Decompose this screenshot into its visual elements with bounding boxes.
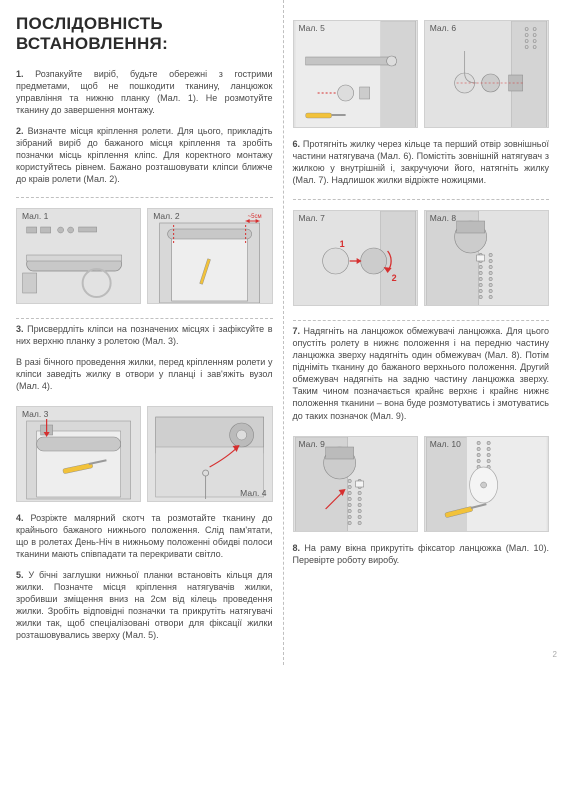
figure-1: Мал. 1: [16, 208, 141, 304]
figure-10: Мал. 10: [424, 436, 549, 532]
figure-7-box: 1 2: [293, 210, 418, 306]
figure-1-label: Мал. 1: [22, 211, 48, 221]
figure-2: Мал. 2: [147, 208, 272, 304]
h-divider: [16, 197, 273, 198]
step-7-num: 7.: [293, 326, 301, 336]
step-4-text: Розріжте малярний скотч та розмотайте тк…: [16, 513, 273, 559]
step-1: 1. Розпакуйте виріб, будьте обережні з г…: [16, 68, 273, 117]
step-6: 6. Протягніть жилку через кільце та перш…: [293, 138, 550, 187]
figure-8: Мал. 8: [424, 210, 549, 306]
step-1-num: 1.: [16, 69, 24, 79]
step-5-num: 5.: [16, 570, 24, 580]
step-8: 8. На раму вікна прикрутіть фіксатор лан…: [293, 542, 550, 566]
fig-row-9-10: Мал. 9: [293, 436, 550, 532]
step-3-num: 3.: [16, 324, 24, 334]
fig-row-3-4: Мал. 3: [16, 406, 273, 502]
figure-2-box: ~5см: [147, 208, 272, 304]
right-column: Мал. 5: [283, 14, 550, 649]
figure-9: Мал. 9: [293, 436, 418, 532]
step-8-text: На раму вікна прикрутіть фіксатор ланцюж…: [293, 543, 550, 565]
left-column: ПОСЛІДОВНІСТЬ ВСТАНОВЛЕННЯ: 1. Розпакуйт…: [16, 14, 283, 649]
page-title: ПОСЛІДОВНІСТЬ ВСТАНОВЛЕННЯ:: [16, 14, 273, 54]
fig-row-1-2: Мал. 1: [16, 208, 273, 304]
step-2: 2. Визначте місця кріплення ролети. Для …: [16, 125, 273, 186]
figure-10-box: [424, 436, 549, 532]
figure-3: Мал. 3: [16, 406, 141, 502]
step-6-num: 6.: [293, 139, 301, 149]
step-5-text: У бічні заглушки нижньої планки встанові…: [16, 570, 273, 641]
fig-row-7-8: Мал. 7 1 2: [293, 210, 550, 306]
figure-4-label: Мал. 4: [240, 488, 266, 498]
figure-3-label: Мал. 3: [22, 409, 48, 419]
step-2-text: Визначте місця кріплення ролети. Для цьо…: [16, 126, 273, 185]
h-divider: [16, 318, 273, 319]
step-1-text: Розпакуйте виріб, будьте обережні з гост…: [16, 69, 273, 115]
figure-9-box: [293, 436, 418, 532]
svg-text:1: 1: [339, 239, 344, 249]
figure-4: Мал. 4: [147, 406, 272, 502]
figure-7-label: Мал. 7: [299, 213, 325, 223]
step-6-text: Протягніть жилку через кільце та перший …: [293, 139, 550, 185]
figure-5: Мал. 5: [293, 20, 418, 128]
figure-8-label: Мал. 8: [430, 213, 456, 223]
figure-5-label: Мал. 5: [299, 23, 325, 33]
figure-6: Мал. 6: [424, 20, 549, 128]
h-divider: [293, 320, 550, 321]
figure-8-box: [424, 210, 549, 306]
figure-2-label: Мал. 2: [153, 211, 179, 221]
step-5: 5. У бічні заглушки нижньої планки встан…: [16, 569, 273, 642]
page-number: 2: [553, 650, 557, 659]
step-8-num: 8.: [293, 543, 301, 553]
figure-2-annot: ~5см: [248, 214, 262, 220]
figure-6-box: [424, 20, 549, 128]
figure-9-label: Мал. 9: [299, 439, 325, 449]
fig-row-5-6: Мал. 5: [293, 20, 550, 128]
figure-7: Мал. 7 1 2: [293, 210, 418, 306]
step-3-text: Присвердліть кліпси на позначених місцях…: [16, 324, 273, 346]
step-4: 4. Розріжте малярний скотч та розмотайте…: [16, 512, 273, 561]
step-4-num: 4.: [16, 513, 24, 523]
figure-6-label: Мал. 6: [430, 23, 456, 33]
step-7-text: Надягніть на ланцюжок обмежувачі ланцюжк…: [293, 326, 550, 421]
figure-3-box: [16, 406, 141, 502]
step-3b: В разі бічного проведення жилки, перед к…: [16, 356, 273, 392]
svg-text:2: 2: [391, 273, 396, 283]
step-3: 3. Присвердліть кліпси на позначених міс…: [16, 323, 273, 347]
step-2-num: 2.: [16, 126, 24, 136]
h-divider: [293, 199, 550, 200]
figure-10-label: Мал. 10: [430, 439, 461, 449]
vertical-divider: [283, 0, 284, 665]
page: ПОСЛІДОВНІСТЬ ВСТАНОВЛЕННЯ: 1. Розпакуйт…: [0, 0, 565, 665]
step-7: 7. Надягніть на ланцюжок обмежувачі ланц…: [293, 325, 550, 422]
figure-1-box: [16, 208, 141, 304]
figure-5-box: [293, 20, 418, 128]
